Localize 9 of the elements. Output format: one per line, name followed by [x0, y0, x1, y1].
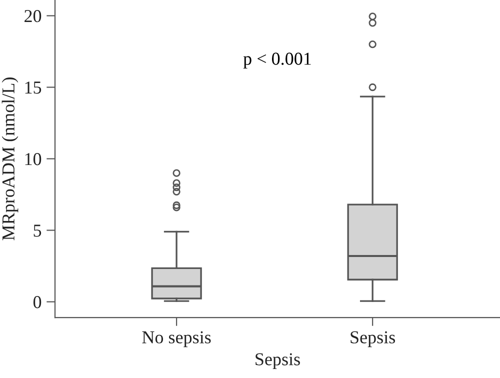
- y-tick-label: 15: [25, 82, 42, 94]
- y-tick-label: 0: [33, 296, 42, 308]
- annotation: p < 0.001: [243, 52, 311, 69]
- x-tick-label: No sepsis: [142, 331, 211, 348]
- y-tick-label: 20: [24, 10, 42, 22]
- y-axis-title: MRproADM (nmol/L): [2, 78, 18, 240]
- y-tick-label: 10: [25, 153, 42, 166]
- x-axis-title: Sepsis: [256, 353, 300, 370]
- y-tick-label: 5: [34, 224, 42, 237]
